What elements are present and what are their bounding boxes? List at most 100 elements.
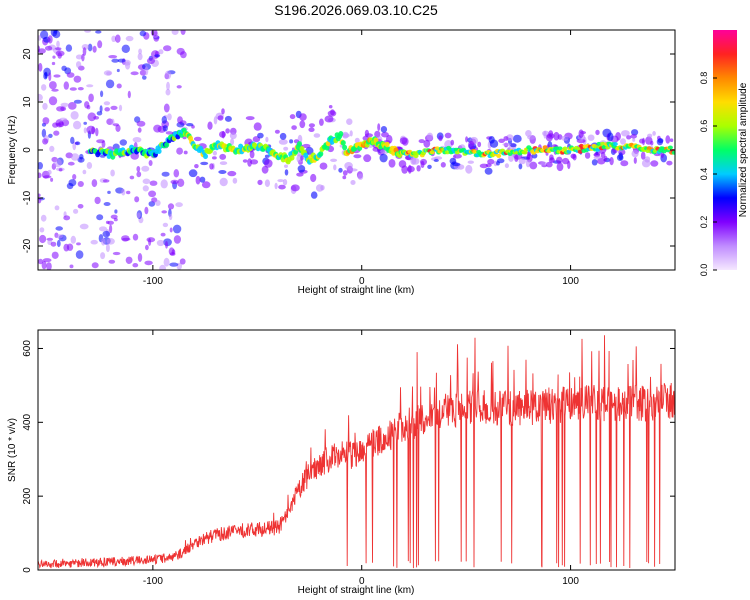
spectrogram-speckle xyxy=(56,239,61,248)
spectrogram-speckle xyxy=(488,136,495,144)
spectrogram-speckle xyxy=(121,44,130,53)
y-tick-label: 20 xyxy=(22,48,33,60)
spectrogram-speckle xyxy=(290,184,300,192)
spectrogram-speckle xyxy=(42,175,52,179)
spectrogram-speckle xyxy=(407,164,412,174)
spectrogram-speckle xyxy=(63,81,69,90)
spectrogram-ridge-cell xyxy=(553,146,559,151)
spectrogram-speckle xyxy=(46,262,52,270)
spectrogram-speckle xyxy=(77,181,84,187)
x-tick-label: 100 xyxy=(562,276,579,287)
spectrogram-speckle xyxy=(52,55,56,59)
spectrogram-speckle xyxy=(296,172,304,177)
spectrogram-speckle xyxy=(330,158,338,162)
spectrogram-speckle xyxy=(110,118,115,126)
spectrogram-speckle xyxy=(55,50,65,57)
spectrogram-speckle xyxy=(100,90,104,98)
spectrogram-speckle xyxy=(134,196,140,203)
spectrogram-speckle xyxy=(193,136,202,142)
spectrogram-speckle xyxy=(136,166,141,172)
spectrogram-speckle xyxy=(418,139,425,144)
spectrogram-speckle xyxy=(512,134,522,143)
spectrogram-speckle xyxy=(137,127,142,133)
spectrogram-speckle xyxy=(75,250,84,259)
spectrogram-speckle xyxy=(59,117,68,122)
spectrogram-speckle xyxy=(38,62,43,72)
spectrogram-speckle xyxy=(95,127,99,137)
spectrogram-speckle xyxy=(119,139,128,146)
spectrogram-speckle xyxy=(65,44,73,52)
spectrogram-speckle xyxy=(145,244,149,251)
spectrogram-speckle xyxy=(297,165,306,173)
spectrogram-speckle xyxy=(433,159,439,162)
spectrogram-speckle xyxy=(137,253,143,262)
snr-marks xyxy=(38,335,675,569)
spectrogram-speckle xyxy=(125,35,134,42)
spectrogram-speckle xyxy=(73,99,82,104)
spectrogram-speckle xyxy=(91,262,99,269)
spectrogram-speckle xyxy=(313,133,321,138)
spectrogram-speckle xyxy=(70,235,77,244)
spectrogram-speckle xyxy=(44,45,53,51)
spectrogram-speckle xyxy=(518,157,526,165)
spectrogram-speckle xyxy=(379,153,388,163)
spectrogram-speckle xyxy=(161,210,167,214)
spectrogram-speckle xyxy=(603,155,608,162)
spectrogram-speckle xyxy=(230,138,235,146)
spectrogram-speckle xyxy=(39,234,47,244)
spectrogram-speckle xyxy=(245,116,255,121)
spectrogram-speckle xyxy=(160,179,168,189)
spectrogram-ridge-cell xyxy=(434,146,440,151)
spectrogram-speckle xyxy=(479,163,489,169)
spectrogram-speckle xyxy=(99,105,103,113)
spectrogram-speckle xyxy=(633,157,637,164)
spectrogram-speckle xyxy=(199,176,206,183)
spectrogram-speckle xyxy=(620,138,626,145)
spectrogram-speckle xyxy=(166,81,170,91)
spectrogram-speckle xyxy=(76,61,82,69)
spectrogram-speckle xyxy=(38,197,42,204)
spectrogram-speckle xyxy=(468,140,475,149)
spectrogram-speckle xyxy=(40,214,47,222)
colorbar-tick-label: 0.6 xyxy=(699,120,709,133)
spectrogram-speckle xyxy=(261,165,269,174)
spectrogram-speckle xyxy=(518,163,523,170)
spectrogram-speckle xyxy=(70,111,79,120)
spectrogram-speckle xyxy=(219,161,228,166)
spectrogram-speckle xyxy=(504,163,509,169)
spectrogram-speckle xyxy=(115,34,121,43)
spectrogram-speckle xyxy=(162,125,168,132)
spectrogram-speckle xyxy=(111,58,119,63)
spectrogram-speckle xyxy=(109,224,113,234)
spectrogram-speckle xyxy=(450,139,455,146)
spectrogram-speckle xyxy=(113,123,119,127)
spectrogram-speckle xyxy=(104,107,110,112)
spectrogram-speckle xyxy=(121,235,130,242)
spectrogram-speckle xyxy=(163,257,170,267)
snr-x-axis-label: Height of straight line (km) xyxy=(298,585,415,596)
spectrogram-speckle xyxy=(242,159,248,163)
spectrogram-speckle xyxy=(591,159,598,166)
spectrogram-speckle xyxy=(401,165,408,174)
spectrogram-speckle xyxy=(87,43,93,52)
spectrogram-speckle xyxy=(647,133,653,138)
spectrogram-speckle xyxy=(51,88,59,92)
spectrogram-speckle xyxy=(264,159,273,168)
spectrogram-speckle xyxy=(44,71,48,79)
spectrogram-speckle xyxy=(177,178,185,187)
spectrogram-speckle xyxy=(669,138,674,142)
y-tick-label: 0 xyxy=(22,147,33,153)
spectrogram-speckle xyxy=(328,105,333,109)
spectrogram-speckle xyxy=(164,70,172,80)
spectrogram-speckle xyxy=(299,113,307,121)
spectrogram-speckle xyxy=(217,115,224,121)
spectrogram-speckle xyxy=(176,47,185,55)
spectrogram-speckle xyxy=(277,179,284,183)
spectrogram-speckle xyxy=(69,264,74,269)
spectrogram-speckle xyxy=(103,101,111,106)
spectrogram-speckle xyxy=(95,30,102,34)
spectrogram-speckle xyxy=(110,214,118,219)
spectrogram-speckle xyxy=(56,40,60,48)
colorbar-tick-label: 0.4 xyxy=(699,168,709,181)
